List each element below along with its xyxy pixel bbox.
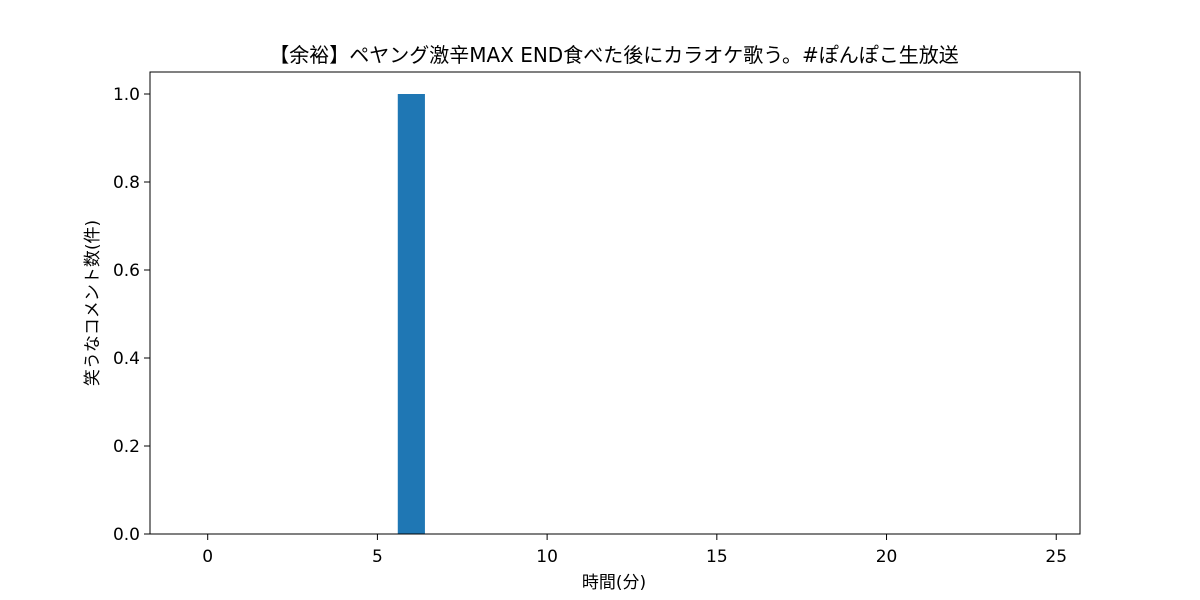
x-tick-label: 25: [1045, 547, 1067, 567]
y-tick-label: 0.4: [113, 349, 140, 369]
x-tick-label: 0: [202, 547, 213, 567]
y-tick-label: 0.8: [113, 173, 140, 193]
plot-area: 0 5 10 15 20 25 0.0 0.2 0.4 0.6 0.8 1.0: [113, 71, 1081, 567]
y-tick-label: 0.0: [113, 525, 140, 545]
x-tick-label: 10: [536, 547, 558, 567]
plot-frame: [149, 71, 1081, 535]
y-tick-label: 0.2: [113, 437, 140, 457]
chart-title: 【余裕】ペヤング激辛MAX END食べた後にカラオケ歌う。#ぽんぽこ生放送: [269, 43, 959, 67]
x-axis-label: 時間(分): [582, 573, 646, 593]
y-axis-label: 笑うなコメント数(件): [83, 220, 103, 386]
x-tick-label: 20: [876, 547, 898, 567]
y-tick-label: 1.0: [113, 85, 140, 105]
x-tick-label: 5: [372, 547, 383, 567]
y-tick-label: 0.6: [113, 261, 140, 281]
x-tick-label: 15: [706, 547, 728, 567]
bar: [397, 94, 425, 534]
